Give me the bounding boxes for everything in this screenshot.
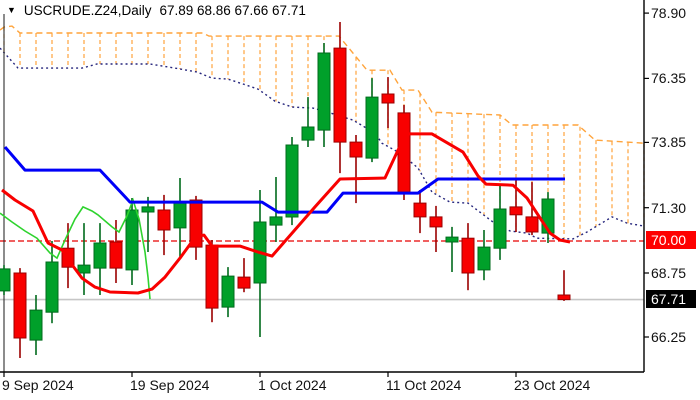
candle-bull [269,216,283,226]
candle-bull [29,309,43,341]
candle-bear [397,112,411,193]
tenkan-sen-line [1,132,571,295]
candle-bull [365,96,379,159]
candle-bull [477,246,491,271]
candle-bear [205,244,219,309]
time-axis-label: 23 Oct 2024 [514,377,591,393]
symbol-and-period: USCRUDE.Z24,Daily [23,3,152,18]
candle-bull [493,208,507,249]
price-axis-label: 71.30 [651,200,687,216]
candle-bear [381,93,395,104]
price-axis-label: 68.75 [651,265,687,281]
candle-bull [0,268,11,292]
price-axis-label: 66.25 [651,329,687,345]
ohlc-readout: 67.89 68.86 67.66 67.71 [159,3,306,18]
time-axis-label: 1 Oct 2024 [258,377,327,393]
candle-bull [173,202,187,229]
candle-bear [429,216,443,228]
candle-bull [77,264,91,274]
candle-bull [45,261,59,313]
candle-bull [93,242,107,269]
candle-bear [525,216,539,233]
candle-bear [237,276,251,289]
candle-bear [109,241,123,269]
candle-bear [13,272,27,339]
candle-bear [413,202,427,218]
senkou-span-b-line [0,47,645,240]
candle-bear [509,206,523,216]
candle-bull [445,236,459,243]
candle-bear [349,141,363,158]
candle-bear [557,294,571,301]
candle-bull [301,126,315,141]
senkou-span-a-line [0,25,645,144]
symbol-dropdown-icon[interactable]: ▼ [7,5,16,15]
candle-bull [285,144,299,218]
candle-bull [141,206,155,213]
kijun-sen-line [3,146,565,214]
candle-bear [461,237,475,274]
candle-bear [157,209,171,231]
price-axis-label-highlight: 67.71 [646,290,696,308]
chikou-span-line [0,197,151,300]
time-axis-label: 11 Oct 2024 [386,377,462,393]
candle-bull [125,209,139,271]
time-axis-label: 9 Sep 2024 [2,377,74,393]
price-axis-label-highlight: 70.00 [646,231,696,249]
candle-bear [333,47,347,143]
price-axis-label: 73.85 [651,134,687,150]
chart-title-bar: ▼ USCRUDE.Z24,Daily 67.89 68.86 67.66 67… [7,3,306,18]
candle-bull [221,275,235,308]
time-axis-label: 19 Sep 2024 [130,377,210,393]
price-axis-label: 78.90 [651,5,687,21]
candle-bull [317,52,331,131]
price-axis-label: 76.35 [651,70,687,86]
